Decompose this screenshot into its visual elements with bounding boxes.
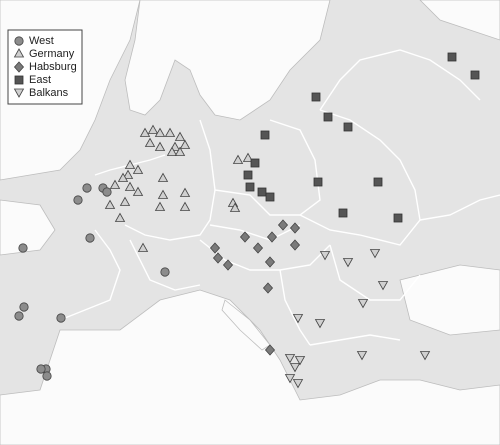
site-marker [262,282,274,294]
site-marker [292,379,304,389]
site-marker [232,154,244,164]
legend-label: Balkans [29,87,69,99]
site-marker [257,187,267,197]
legend-symbol [13,88,25,98]
site-marker [36,364,46,374]
site-marker [122,169,134,179]
site-marker [154,141,166,151]
legend-symbol [13,48,25,58]
site-marker [292,314,304,324]
markers [14,52,480,389]
site-marker [229,202,241,212]
site-marker [157,172,169,182]
site-marker [42,371,52,381]
site-marker [19,302,29,312]
site-marker [245,182,255,192]
site-marker [323,112,333,122]
legend-label: Habsburg [29,61,77,73]
site-marker [377,281,389,291]
site-marker [212,252,224,264]
site-marker [294,356,306,366]
site-marker [277,219,289,231]
site-marker [338,208,348,218]
site-marker [369,249,381,259]
site-marker [343,122,353,132]
site-marker [85,233,95,243]
legend-label: East [29,74,51,86]
site-marker [289,222,301,234]
site-marker [243,170,253,180]
site-marker [264,256,276,268]
legend-symbol [14,75,24,85]
site-marker [311,92,321,102]
site-marker [14,311,24,321]
site-marker [139,127,151,137]
legend: West Germany Habsburg East Balkans [7,29,83,105]
site-marker [164,127,176,137]
site-marker [250,158,260,168]
site-marker [104,199,116,209]
site-marker [470,70,480,80]
site-marker [260,130,270,140]
site-marker [447,52,457,62]
site-marker [373,177,383,187]
site-marker [117,172,129,182]
site-marker [174,146,186,156]
legend-label: West [29,35,54,47]
site-marker [313,177,323,187]
borders [59,49,500,346]
site-marker [289,363,301,373]
site-marker [252,242,264,254]
site-marker [132,186,144,196]
site-marker [209,242,221,254]
legend-label: Germany [29,48,75,60]
site-marker [124,181,136,191]
site-marker [137,242,149,252]
site-marker [342,258,354,268]
site-marker [179,187,191,197]
site-marker [284,374,296,384]
site-marker [102,187,112,197]
site-marker [174,131,186,141]
site-marker [124,159,136,169]
site-marker [239,231,251,243]
site-marker [314,319,326,329]
site-marker [222,259,234,271]
site-marker [265,192,275,202]
site-marker [82,183,92,193]
site-marker [284,354,296,364]
site-marker [357,299,369,309]
site-marker [154,201,166,211]
site-marker [119,196,131,206]
site-marker [266,231,278,243]
site-marker [264,344,276,356]
site-marker [157,189,169,199]
site-marker [73,195,83,205]
site-marker [166,146,178,156]
site-marker [242,152,254,162]
site-marker [179,201,191,211]
site-marker [56,313,66,323]
site-marker [109,179,121,189]
site-marker [18,243,28,253]
site-marker [419,351,431,361]
site-marker [289,239,301,251]
site-marker [393,213,403,223]
site-marker [114,212,126,222]
site-marker [356,351,368,361]
site-marker [319,251,331,261]
legend-symbol [14,36,24,46]
site-marker [147,124,159,134]
site-marker [179,139,191,149]
legend-symbol [13,61,25,73]
site-marker [154,127,166,137]
site-marker [132,164,144,174]
site-marker [144,137,156,147]
site-marker [160,267,170,277]
